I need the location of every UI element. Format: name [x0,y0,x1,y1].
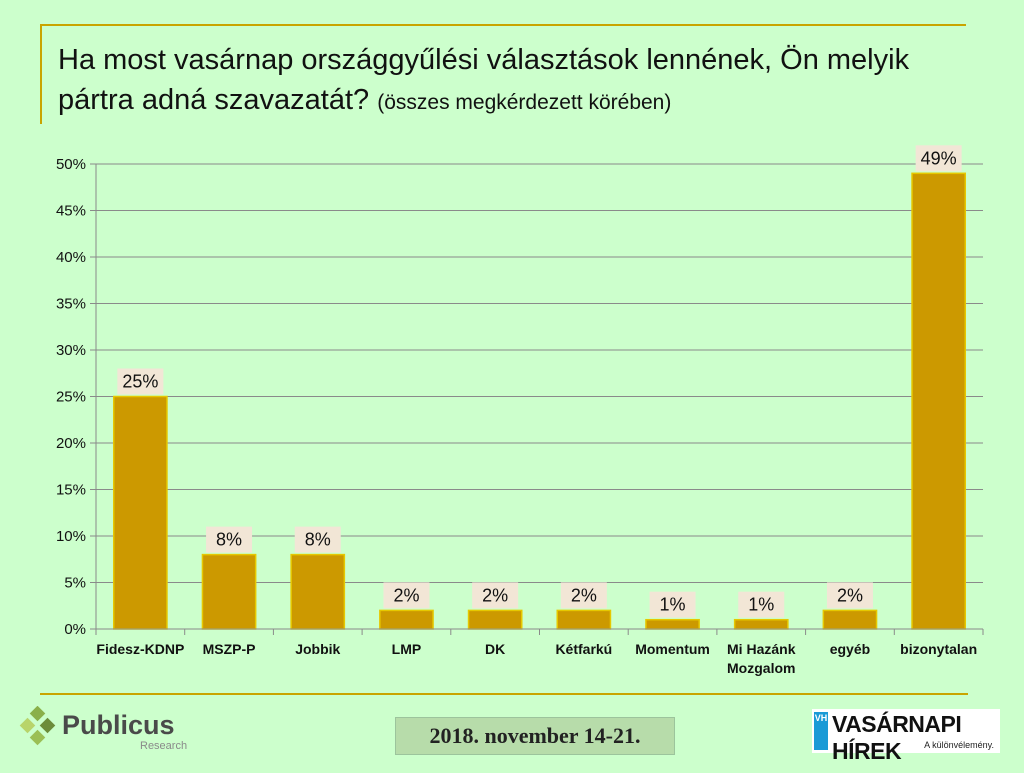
bar [733,618,789,630]
data-label: 8% [305,530,331,550]
bar [467,609,523,630]
x-tick-label: Fidesz-KDNP [96,641,184,657]
bar [822,609,878,630]
vasarnapi-hirek-logo-name: VASÁRNAPI HÍREK [832,711,962,764]
data-label-bg [294,526,341,553]
chart-title: Ha most vasárnap országgyűlési választás… [58,40,958,123]
bar [911,172,967,630]
data-label-bg [472,582,519,609]
data-label: 1% [660,595,686,615]
data-label: 25% [122,372,158,392]
y-tick-label: 5% [64,575,86,592]
x-tick-label: Momentum [635,641,710,657]
x-tick-label: LMP [392,641,422,657]
data-label-bg [383,582,430,609]
bar [290,553,346,630]
survey-date-text: 2018. november 14-21. [429,723,641,748]
x-tick-label: DK [485,641,505,657]
data-label-bg [738,591,785,618]
footer-rule [40,693,968,695]
title-rule-top [40,24,966,26]
x-tick-label: egyéb [830,641,870,657]
chart-title-subtitle: (összes megkérdezett körében) [377,91,672,114]
publicus-logo-name: Publicus [62,710,175,740]
data-label: 2% [393,585,419,605]
bar [112,395,168,630]
bar [645,618,700,630]
data-label-bg [826,582,873,609]
y-tick-label: 45% [56,203,86,220]
title-rule-left [40,26,42,124]
vasarnapi-hirek-logo: VH VASÁRNAPI HÍREK A különvélemény. [812,709,1000,764]
bar-chart: 0% 5% 10% 15% 20% 25% 30% 35% 40% 45% 50% 25% Fidesz… [56,145,984,676]
publicus-logo: Publicus Research [18,706,218,758]
y-tick-label: 50% [56,156,86,173]
y-tick-label: 30% [56,342,86,359]
vh-badge-icon: VH [814,712,828,750]
x-tick-label: bizonytalan [900,641,977,657]
data-label: 2% [571,585,597,605]
y-tick-label: 20% [56,435,86,452]
data-label: 1% [748,595,774,615]
y-tick-label: 25% [56,389,86,406]
y-tick-label: 35% [56,296,86,313]
data-label: 8% [216,530,242,550]
x-tick-label: Kétfarkú [555,641,612,657]
publicus-logo-tag: Research [140,740,188,752]
bar [201,553,257,630]
survey-date: 2018. november 14-21. [395,717,675,755]
publicus-diamond-icon [19,706,56,746]
data-label-bg [915,145,962,172]
chart-title-main: Ha most vasárnap országgyűlési választás… [58,44,910,116]
data-label-bg [649,591,696,618]
x-tick-label: Mi Hazánk Mozgalom [727,641,796,676]
vasarnapi-hirek-logo-tag: A különvélemény. [924,740,994,750]
data-label: 2% [482,585,508,605]
data-label: 2% [837,585,863,605]
bar [379,609,434,630]
bar [556,609,612,630]
y-tick-label: 40% [56,249,86,266]
data-label-bg [206,526,253,553]
x-tick-label: MSZP-P [203,641,256,657]
y-tick-label: 10% [56,528,86,545]
data-label-bg [560,582,607,609]
data-label: 49% [921,148,957,168]
y-tick-label: 0% [64,621,86,638]
x-tick-label: Jobbik [295,641,340,657]
data-label-bg [117,368,164,395]
y-tick-label: 15% [56,482,86,499]
